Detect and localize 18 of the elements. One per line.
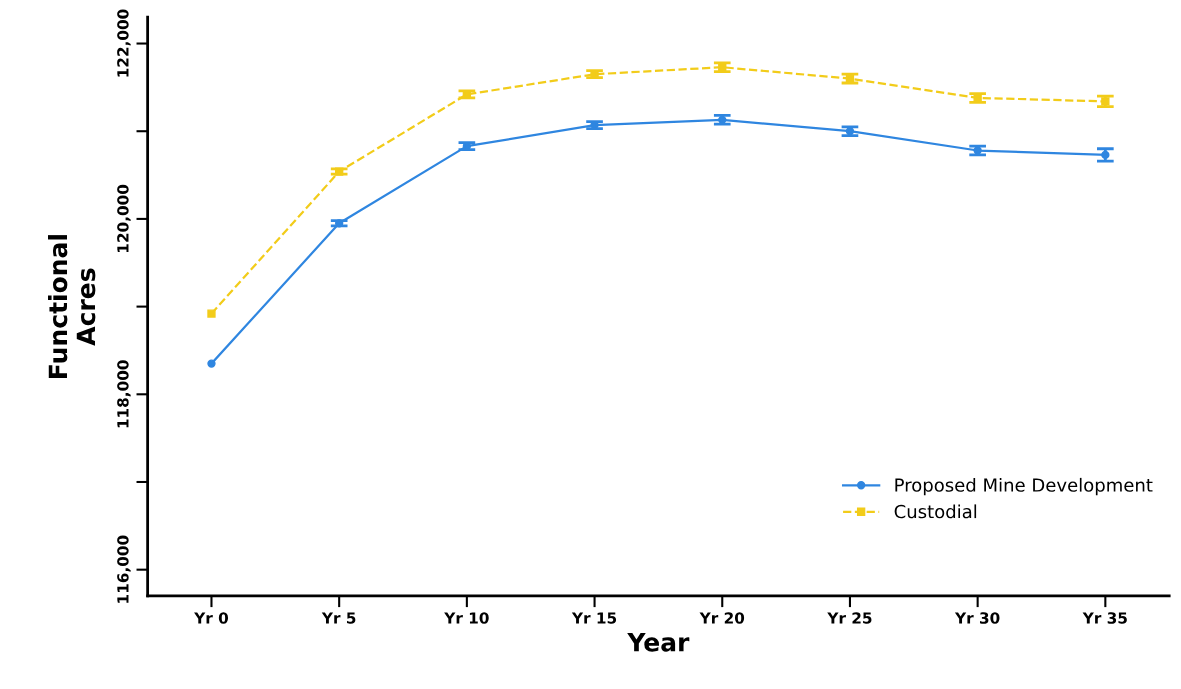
y-tick-label: 120,000 (117, 184, 131, 252)
x-tick-label: Yr 20 (699, 612, 745, 624)
x-tick-label: Yr 10 (444, 612, 489, 624)
x-tick-label: Yr 5 (321, 612, 356, 624)
y-tick-label: 118,000 (117, 360, 131, 428)
y-tick-label: 116,000 (117, 535, 131, 603)
legend-label: Custodial (894, 504, 977, 519)
point (207, 359, 216, 368)
x-tick-label: Yr 15 (571, 612, 617, 624)
x-tick-label: Yr 30 (954, 612, 1000, 624)
legend-label: Proposed Mine Development (895, 477, 1153, 496)
x-tick-label: Yr 0 (194, 612, 229, 624)
x-tick-label: Yr 35 (1082, 612, 1127, 624)
y-axis-title: Functional Acres (48, 235, 96, 378)
x-axis-title: Year (627, 633, 690, 652)
point (207, 309, 216, 318)
y-tick-label: 122,000 (117, 9, 131, 77)
x-tick-label: Yr 25 (827, 612, 872, 624)
